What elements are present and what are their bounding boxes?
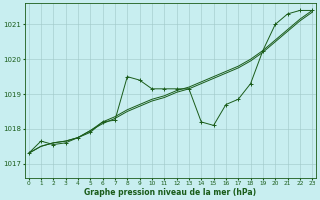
X-axis label: Graphe pression niveau de la mer (hPa): Graphe pression niveau de la mer (hPa) [84,188,257,197]
